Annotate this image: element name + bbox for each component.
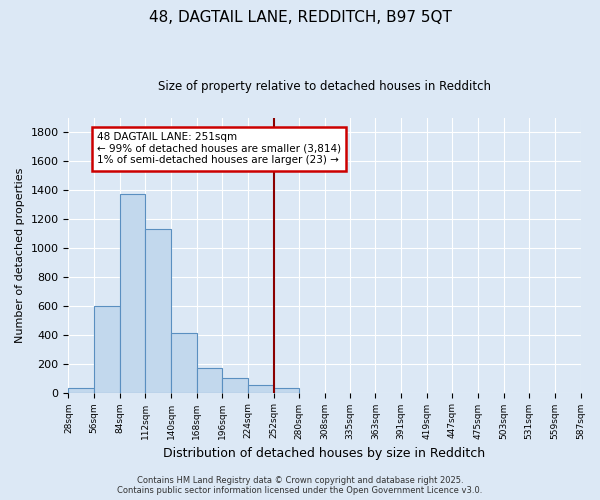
Bar xyxy=(94,306,120,392)
Text: 48, DAGTAIL LANE, REDDITCH, B97 5QT: 48, DAGTAIL LANE, REDDITCH, B97 5QT xyxy=(149,10,451,25)
X-axis label: Distribution of detached houses by size in Redditch: Distribution of detached houses by size … xyxy=(163,447,485,460)
Text: Contains HM Land Registry data © Crown copyright and database right 2025.
Contai: Contains HM Land Registry data © Crown c… xyxy=(118,476,482,495)
Bar xyxy=(145,229,171,392)
Bar xyxy=(120,194,145,392)
Bar xyxy=(171,332,197,392)
Bar xyxy=(248,384,274,392)
Title: Size of property relative to detached houses in Redditch: Size of property relative to detached ho… xyxy=(158,80,491,93)
Bar xyxy=(68,388,94,392)
Bar xyxy=(274,388,299,392)
Text: 48 DAGTAIL LANE: 251sqm
← 99% of detached houses are smaller (3,814)
1% of semi-: 48 DAGTAIL LANE: 251sqm ← 99% of detache… xyxy=(97,132,341,166)
Bar xyxy=(223,378,248,392)
Bar xyxy=(197,368,223,392)
Y-axis label: Number of detached properties: Number of detached properties xyxy=(15,168,25,343)
